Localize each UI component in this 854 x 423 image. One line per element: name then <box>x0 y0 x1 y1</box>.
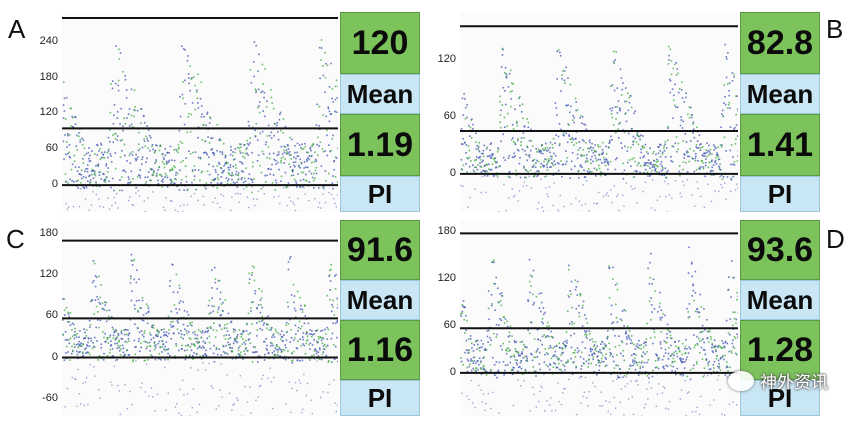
pi-value-a: 1.19 <box>340 114 420 176</box>
y-tick-label: 60 <box>45 142 58 155</box>
y-tick-label: 0 <box>449 166 456 179</box>
y-tick-label: 0 <box>51 350 58 363</box>
spectral-speckle <box>62 253 338 416</box>
pi-label-b: PI <box>740 176 820 212</box>
waveform-svg-a <box>62 16 338 212</box>
wechat-icon <box>728 370 754 391</box>
waveform-svg-b <box>460 25 738 212</box>
mean-label-c: Mean <box>340 280 420 320</box>
mean-label-d: Mean <box>740 280 820 320</box>
watermark-text: 神外资讯 <box>760 373 828 393</box>
mean-value-b: 82.8 <box>740 12 820 74</box>
mean-label-a: Mean <box>340 74 420 114</box>
y-tick-label: 60 <box>443 318 456 331</box>
metrics-column-b: 82.8 Mean 1.41 PI <box>740 12 820 212</box>
y-tick-label: 120 <box>39 268 58 281</box>
pi-value-b: 1.41 <box>740 114 820 176</box>
panel-letter-b: B <box>826 14 844 44</box>
waveform-svg-c <box>62 239 338 416</box>
y-tick-label: 120 <box>39 106 58 119</box>
spectral-speckle <box>460 246 738 416</box>
y-tick-label: 0 <box>51 178 58 191</box>
y-tick-label: 180 <box>39 70 58 83</box>
metrics-column-c: 91.6 Mean 1.16 PI <box>340 220 420 416</box>
doppler-plot-a <box>62 12 338 212</box>
doppler-plot-d <box>460 220 738 416</box>
metrics-column-d: 93.6 Mean 1.28 PI <box>740 220 820 416</box>
pi-value-d: 1.28 <box>740 320 820 380</box>
y-tick-label: 60 <box>45 309 58 322</box>
y-tick-label: -60 <box>42 391 58 404</box>
metrics-column-a: 120 Mean 1.19 PI <box>340 12 420 212</box>
mean-value-a: 120 <box>340 12 420 74</box>
spectral-speckle <box>62 39 338 212</box>
pi-value-c: 1.16 <box>340 320 420 380</box>
panel-letter-d: D <box>826 224 845 254</box>
doppler-plot-b <box>460 12 738 212</box>
panel-letter-c: C <box>6 224 25 254</box>
spectral-speckle <box>460 43 738 212</box>
y-tick-label: 60 <box>443 109 456 122</box>
watermark: 神外资讯 <box>728 368 828 393</box>
pi-label-d: PI <box>740 380 820 416</box>
y-tick-label: 0 <box>449 365 456 378</box>
y-tick-label: 240 <box>39 34 58 47</box>
pi-label-a: PI <box>340 176 420 212</box>
panel-letter-a: A <box>8 14 26 44</box>
pi-label-c: PI <box>340 380 420 416</box>
mean-value-c: 91.6 <box>340 220 420 280</box>
mean-value-d: 93.6 <box>740 220 820 280</box>
y-tick-label: 120 <box>437 52 456 65</box>
y-tick-label: 120 <box>437 271 456 284</box>
y-tick-label: 180 <box>437 224 456 237</box>
mean-label-b: Mean <box>740 74 820 114</box>
doppler-plot-c <box>62 220 338 416</box>
waveform-svg-d <box>460 232 738 416</box>
y-tick-label: 180 <box>39 226 58 239</box>
